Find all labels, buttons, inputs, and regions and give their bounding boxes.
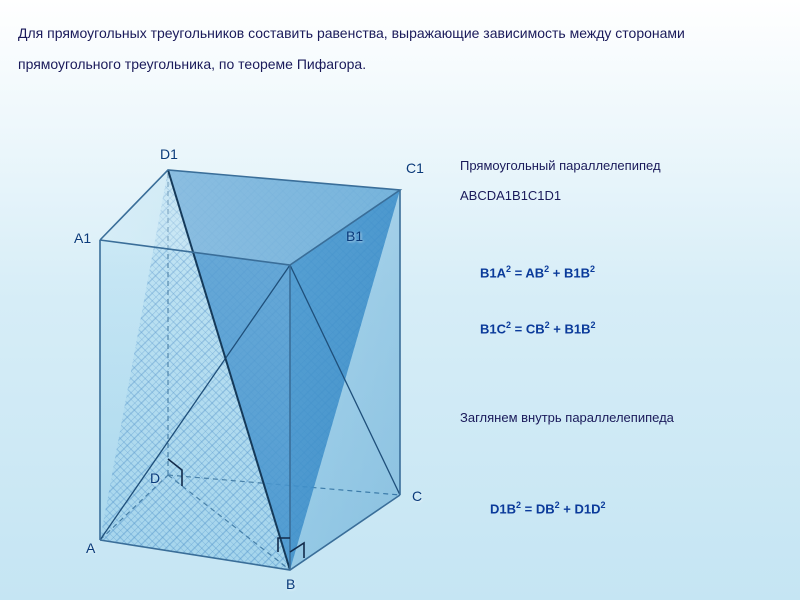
label-A: A <box>86 540 95 556</box>
label-C1: C1 <box>406 160 424 176</box>
label-B1: B1 <box>346 228 363 244</box>
slide: Для прямоугольных треугольников составит… <box>0 0 800 600</box>
label-D1: D1 <box>160 146 178 162</box>
label-A1: A1 <box>74 230 91 246</box>
formula-2: B1C2 = CB2 + B1B2 <box>480 320 596 336</box>
face-front <box>100 240 290 570</box>
parallelepiped-diagram <box>0 0 800 600</box>
formula-1: B1A2 = AB2 + B1B2 <box>480 264 595 280</box>
label-C: C <box>412 488 422 504</box>
rtext-title1: Прямоугольный параллелепипед <box>460 158 661 173</box>
formula-3: D1B2 = DB2 + D1D2 <box>490 500 606 516</box>
label-D: D <box>150 470 160 486</box>
rtext-title2: ABCDA1B1C1D1 <box>460 188 561 203</box>
rtext-inside: Заглянем внутрь параллелепипеда <box>460 410 674 425</box>
label-B: B <box>286 576 295 592</box>
